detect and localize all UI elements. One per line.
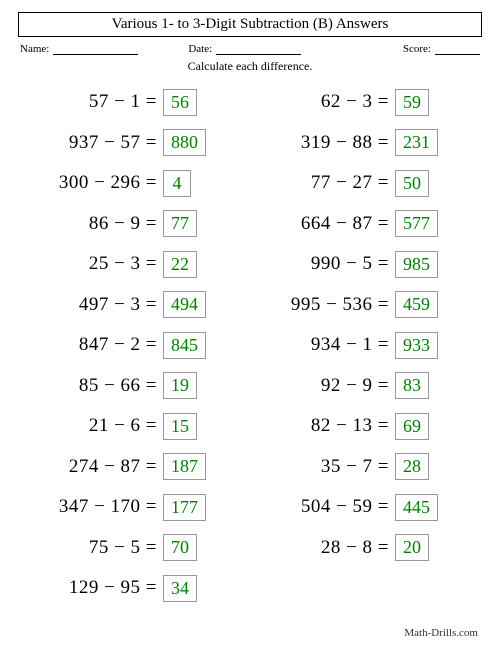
problem-expression: 934 − 1 = [250, 334, 395, 356]
problem-answer: 28 [395, 453, 429, 480]
problem-row: 28 − 8 =20 [250, 528, 482, 569]
problem-row: 82 − 13 =69 [250, 406, 482, 447]
problem-expression: 92 − 9 = [250, 375, 395, 397]
problem-answer: 19 [163, 372, 197, 399]
problem-row: 995 − 536 =459 [250, 285, 482, 326]
problem-answer: 445 [395, 494, 438, 521]
problem-row: 300 − 296 =4 [18, 163, 250, 204]
meta-row: Name: Date: Score: [18, 43, 482, 55]
problem-answer: 494 [163, 291, 206, 318]
problem-answer: 985 [395, 251, 438, 278]
score-line [435, 43, 480, 55]
problem-row: 57 − 1 =56 [18, 82, 250, 123]
problem-answer: 177 [163, 494, 206, 521]
problem-row: 25 − 3 =22 [18, 244, 250, 285]
problem-row: 504 − 59 =445 [250, 487, 482, 528]
score-label: Score: [403, 43, 431, 55]
problem-expression: 274 − 87 = [18, 456, 163, 478]
problem-row: 664 − 87 =577 [250, 204, 482, 245]
date-line [216, 43, 301, 55]
problem-answer: 83 [395, 372, 429, 399]
problem-row: 937 − 57 =880 [18, 123, 250, 164]
problem-expression: 21 − 6 = [18, 415, 163, 437]
problem-expression: 347 − 170 = [18, 496, 163, 518]
problem-answer: 845 [163, 332, 206, 359]
problem-expression: 990 − 5 = [250, 253, 395, 275]
name-field: Name: [20, 43, 138, 55]
name-label: Name: [20, 43, 49, 55]
problem-answer: 577 [395, 210, 438, 237]
problem-expression: 35 − 7 = [250, 456, 395, 478]
problem-expression: 300 − 296 = [18, 172, 163, 194]
problem-row: 21 − 6 =15 [18, 406, 250, 447]
problem-expression: 497 − 3 = [18, 294, 163, 316]
problem-answer: 15 [163, 413, 197, 440]
problem-answer: 77 [163, 210, 197, 237]
instruction-text: Calculate each difference. [18, 59, 482, 74]
problem-row: 129 − 95 =34 [18, 568, 250, 609]
problem-answer: 4 [163, 170, 191, 197]
problem-row: 77 − 27 =50 [250, 163, 482, 204]
problem-answer: 56 [163, 89, 197, 116]
problem-expression: 28 − 8 = [250, 537, 395, 559]
problem-row: 85 − 66 =19 [18, 366, 250, 407]
problem-answer: 50 [395, 170, 429, 197]
problems-grid: 57 − 1 =56937 − 57 =880300 − 296 =486 − … [18, 82, 482, 609]
problem-row: 86 − 9 =77 [18, 204, 250, 245]
problem-row: 990 − 5 =985 [250, 244, 482, 285]
problem-expression: 57 − 1 = [18, 91, 163, 113]
problem-expression: 86 − 9 = [18, 213, 163, 235]
problem-row: 934 − 1 =933 [250, 325, 482, 366]
problem-expression: 504 − 59 = [250, 496, 395, 518]
problem-row: 274 − 87 =187 [18, 447, 250, 488]
problem-answer: 22 [163, 251, 197, 278]
problems-column-left: 57 − 1 =56937 − 57 =880300 − 296 =486 − … [18, 82, 250, 609]
page-title: Various 1- to 3-Digit Subtraction (B) An… [18, 12, 482, 37]
problem-row: 319 − 88 =231 [250, 123, 482, 164]
problem-answer: 20 [395, 534, 429, 561]
problem-expression: 82 − 13 = [250, 415, 395, 437]
problem-expression: 62 − 3 = [250, 91, 395, 113]
problem-row: 35 − 7 =28 [250, 447, 482, 488]
problem-answer: 69 [395, 413, 429, 440]
problem-expression: 995 − 536 = [250, 294, 395, 316]
problem-answer: 187 [163, 453, 206, 480]
problem-expression: 75 − 5 = [18, 537, 163, 559]
problem-expression: 664 − 87 = [250, 213, 395, 235]
problem-row: 497 − 3 =494 [18, 285, 250, 326]
score-field: Score: [403, 43, 480, 55]
problem-row: 92 − 9 =83 [250, 366, 482, 407]
date-field: Date: [188, 43, 301, 55]
problem-answer: 231 [395, 129, 438, 156]
problem-expression: 937 − 57 = [18, 132, 163, 154]
problem-expression: 85 − 66 = [18, 375, 163, 397]
problem-answer: 70 [163, 534, 197, 561]
problem-row: 347 − 170 =177 [18, 487, 250, 528]
problem-expression: 129 − 95 = [18, 577, 163, 599]
problem-answer: 459 [395, 291, 438, 318]
problems-column-right: 62 − 3 =59319 − 88 =23177 − 27 =50664 − … [250, 82, 482, 609]
problem-row: 62 − 3 =59 [250, 82, 482, 123]
name-line [53, 43, 138, 55]
problem-answer: 34 [163, 575, 197, 602]
problem-expression: 25 − 3 = [18, 253, 163, 275]
footer-attribution: Math-Drills.com [404, 627, 478, 639]
problem-expression: 847 − 2 = [18, 334, 163, 356]
problem-row: 847 − 2 =845 [18, 325, 250, 366]
problem-answer: 59 [395, 89, 429, 116]
date-label: Date: [188, 43, 212, 55]
problem-answer: 933 [395, 332, 438, 359]
problem-answer: 880 [163, 129, 206, 156]
problem-row: 75 − 5 =70 [18, 528, 250, 569]
problem-expression: 319 − 88 = [250, 132, 395, 154]
problem-expression: 77 − 27 = [250, 172, 395, 194]
